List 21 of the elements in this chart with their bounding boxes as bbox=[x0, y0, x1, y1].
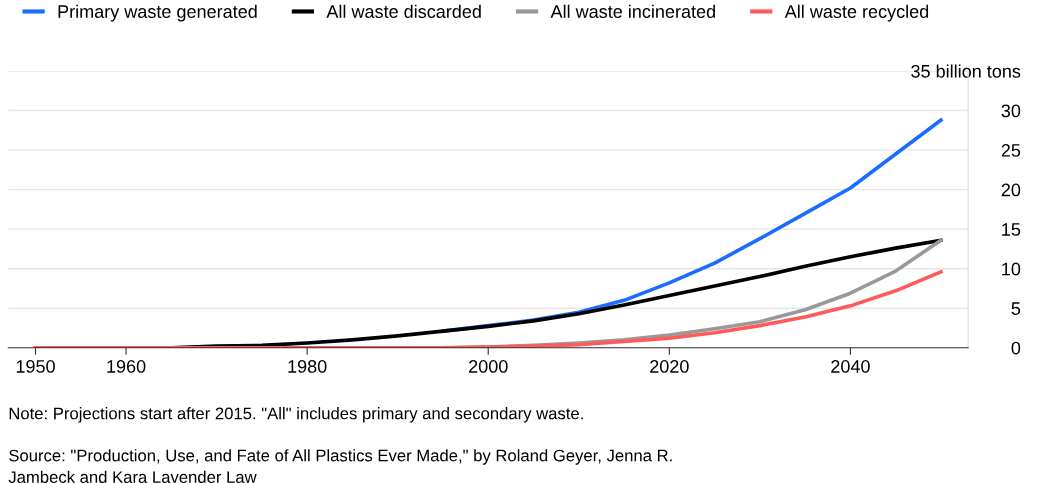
y-tick-label: 25 bbox=[1001, 144, 1021, 157]
text: Note: Projections start after 2015. "All" includes primary and secondary waste. bbox=[9, 407, 583, 423]
y-tick-label: 5 bbox=[1011, 302, 1021, 315]
legend-label: All waste incinerated bbox=[550, 4, 715, 18]
x-tick-label: 1950 bbox=[16, 360, 55, 373]
x-tick-label: 2040 bbox=[831, 360, 870, 373]
y-tick-label: 0 bbox=[1011, 341, 1021, 355]
x-tick-label: 2000 bbox=[469, 360, 508, 373]
y-tick-label: 35 billion tons bbox=[911, 64, 1021, 78]
line-series bbox=[33, 270, 943, 348]
y-tick-label: 20 bbox=[1001, 183, 1021, 197]
legend-label: Primary waste generated bbox=[58, 4, 257, 22]
x-tick-label: 2020 bbox=[650, 360, 689, 373]
y-tick-label: 30 bbox=[1001, 104, 1021, 118]
legend-label: All waste discarded bbox=[326, 4, 481, 18]
legend-label: All waste recycled bbox=[784, 4, 929, 22]
y-tick-label: 15 bbox=[1002, 223, 1021, 236]
y-tick-label: 10 bbox=[1002, 262, 1021, 276]
source-note: Source: "Production, Use, and Fate of All Plastics Ever Made," by Roland Geyer, Jenna R. Jambeck and Kara Lavender Law bbox=[8, 449, 672, 483]
x-tick-label: 1960 bbox=[107, 360, 146, 373]
x-tick-label: 1980 bbox=[288, 360, 327, 373]
